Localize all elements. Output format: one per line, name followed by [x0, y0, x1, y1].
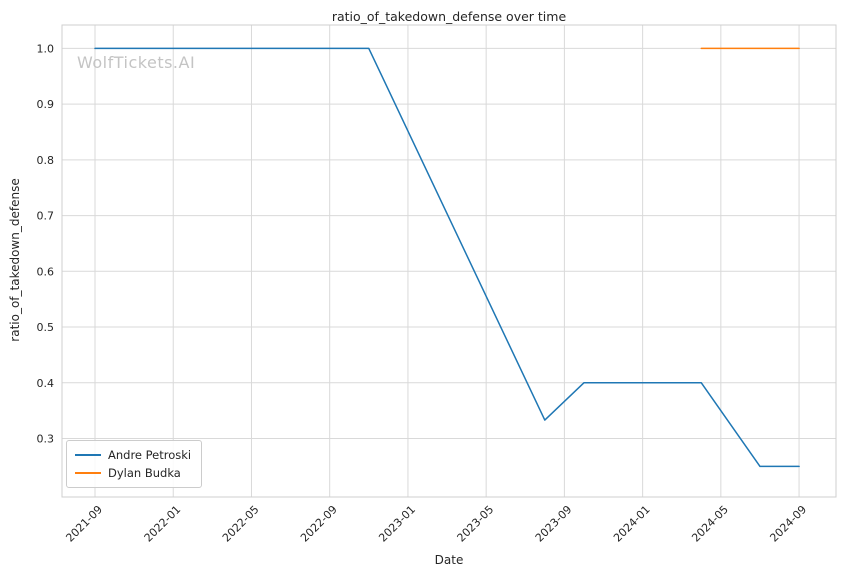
y-tick-label: 0.8: [37, 154, 55, 167]
y-tick-label: 0.3: [37, 432, 55, 445]
watermark: WolfTickets.AI: [77, 53, 196, 72]
legend-label: Andre Petroski: [108, 448, 192, 462]
y-axis-label: ratio_of_takedown_defense: [8, 178, 22, 342]
x-tick-label: 2022-05: [220, 503, 262, 545]
y-tick-label: 0.7: [37, 210, 55, 223]
legend-item: Dylan Budka: [75, 464, 191, 482]
plot-frame: [61, 24, 837, 498]
x-tick-label: 2022-01: [142, 503, 184, 545]
series-line-andre-petroski: [94, 47, 800, 468]
x-tick-label: 2023-05: [455, 503, 497, 545]
legend-label: Dylan Budka: [108, 466, 181, 480]
x-tick-label: 2022-09: [298, 503, 340, 545]
legend: Andre Petroski Dylan Budka: [66, 440, 203, 488]
x-tick-label: 2024-05: [689, 503, 731, 545]
chart-title: ratio_of_takedown_defense over time: [331, 9, 567, 24]
y-tick-label: 0.9: [37, 98, 55, 111]
x-tick-label: 2021-09: [63, 503, 105, 545]
legend-line-swatch: [75, 454, 101, 456]
legend-line-swatch: [75, 472, 101, 474]
x-tick-label: 2023-09: [533, 503, 575, 545]
y-tick-label: 0.6: [37, 265, 55, 278]
legend-item: Andre Petroski: [75, 446, 191, 464]
y-tick-label: 0.5: [37, 321, 55, 334]
x-tick-label: 2023-01: [376, 503, 418, 545]
y-tick-label: 0.4: [37, 377, 55, 390]
x-tick-label: 2024-01: [611, 503, 653, 545]
x-axis-label: Date: [434, 553, 464, 567]
x-tick-label: 2024-09: [767, 503, 809, 545]
y-tick-label: 1.0: [37, 42, 55, 55]
